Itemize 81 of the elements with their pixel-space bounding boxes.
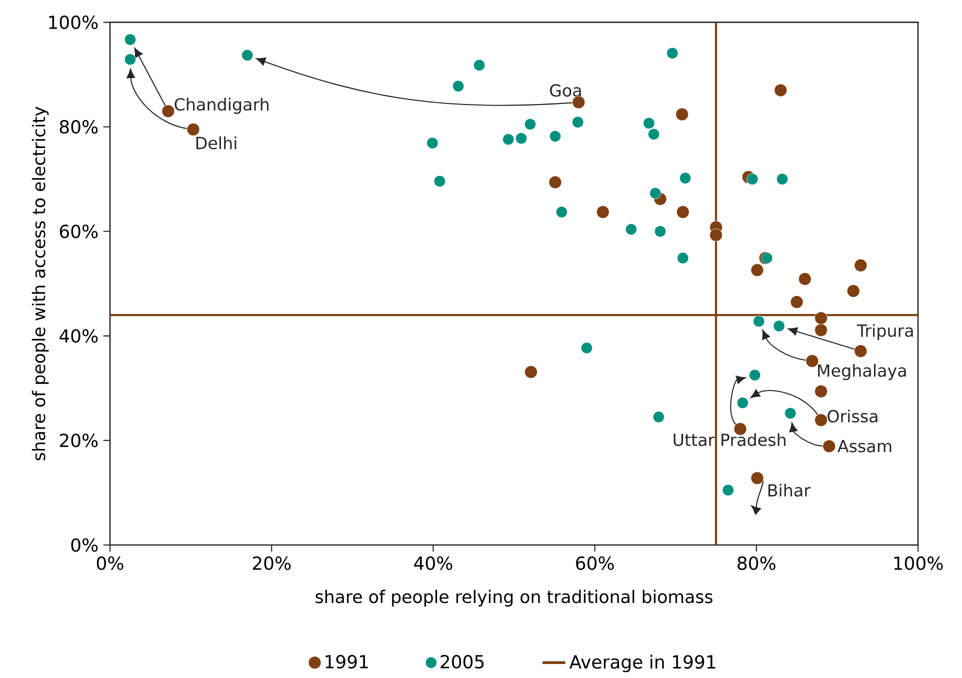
annotation: Bihar xyxy=(768,484,811,497)
annotation: Delhi xyxy=(196,136,236,150)
point xyxy=(790,295,804,308)
annotation: Goa xyxy=(550,84,581,97)
point xyxy=(746,173,758,185)
legend-label: 2005 xyxy=(440,654,484,669)
point xyxy=(722,484,734,496)
annotation: Chandigarh xyxy=(174,98,268,114)
point xyxy=(625,224,637,236)
point xyxy=(761,252,773,264)
y-tick-label: 80% xyxy=(60,120,98,134)
y-tick-label: 0% xyxy=(71,538,98,552)
y-axis-title: share of people with access to electricity xyxy=(32,106,49,460)
point xyxy=(654,226,666,238)
x-tick-label: 80% xyxy=(738,556,776,570)
point xyxy=(648,128,660,140)
point xyxy=(753,315,765,328)
y-tick-label: 40% xyxy=(59,329,98,343)
point xyxy=(580,342,593,354)
point xyxy=(680,172,692,184)
x-tick-label: 0% xyxy=(96,556,124,570)
point xyxy=(473,59,486,71)
x-axis-title: share of people relying on traditional biomass xyxy=(316,590,712,607)
point xyxy=(750,472,764,485)
point xyxy=(549,130,562,142)
point xyxy=(784,407,796,420)
point xyxy=(242,49,254,62)
point xyxy=(434,175,446,188)
point xyxy=(524,366,538,378)
point xyxy=(774,84,788,97)
point xyxy=(822,440,836,453)
point xyxy=(652,411,664,423)
point xyxy=(854,258,868,272)
point xyxy=(776,173,788,185)
point xyxy=(515,132,528,144)
point xyxy=(124,34,136,46)
annotation: Tripura xyxy=(856,324,913,340)
point xyxy=(426,137,438,149)
point xyxy=(666,47,678,59)
point xyxy=(650,187,662,200)
point xyxy=(749,369,761,381)
point xyxy=(677,252,689,264)
point xyxy=(556,206,568,218)
point xyxy=(162,104,175,118)
annotation: Uttar Pradesh xyxy=(674,433,786,446)
point xyxy=(710,228,722,242)
point xyxy=(502,134,514,146)
legend-label: Average in 1991 xyxy=(569,654,716,672)
point xyxy=(676,108,689,121)
y-tick-label: 20% xyxy=(60,434,98,448)
x-tick-label: 40% xyxy=(414,556,452,570)
point xyxy=(814,384,828,398)
y-tick-label: 100% xyxy=(49,16,98,30)
legend-label: 1991 xyxy=(326,654,368,669)
annotation: Assam xyxy=(838,440,892,452)
point xyxy=(854,344,868,358)
y-tick-label: 60% xyxy=(60,224,98,238)
point xyxy=(124,54,136,66)
point xyxy=(773,320,785,332)
point xyxy=(814,414,828,427)
point xyxy=(814,312,828,325)
point xyxy=(846,284,860,298)
point xyxy=(452,80,464,92)
point xyxy=(643,117,655,130)
point xyxy=(572,116,584,128)
annotation: Meghalaya xyxy=(818,364,906,380)
point xyxy=(548,176,562,189)
point xyxy=(814,324,828,337)
point xyxy=(798,272,812,286)
point xyxy=(186,123,200,136)
point xyxy=(806,354,819,368)
point xyxy=(524,118,536,130)
point xyxy=(736,397,748,409)
annotation: Orissa xyxy=(828,410,878,423)
point xyxy=(750,264,764,277)
point xyxy=(572,96,586,109)
point xyxy=(676,206,690,219)
x-tick-label: 60% xyxy=(576,556,614,570)
point xyxy=(596,206,610,219)
x-tick-label: 100% xyxy=(894,556,943,570)
x-tick-label: 20% xyxy=(252,556,291,570)
